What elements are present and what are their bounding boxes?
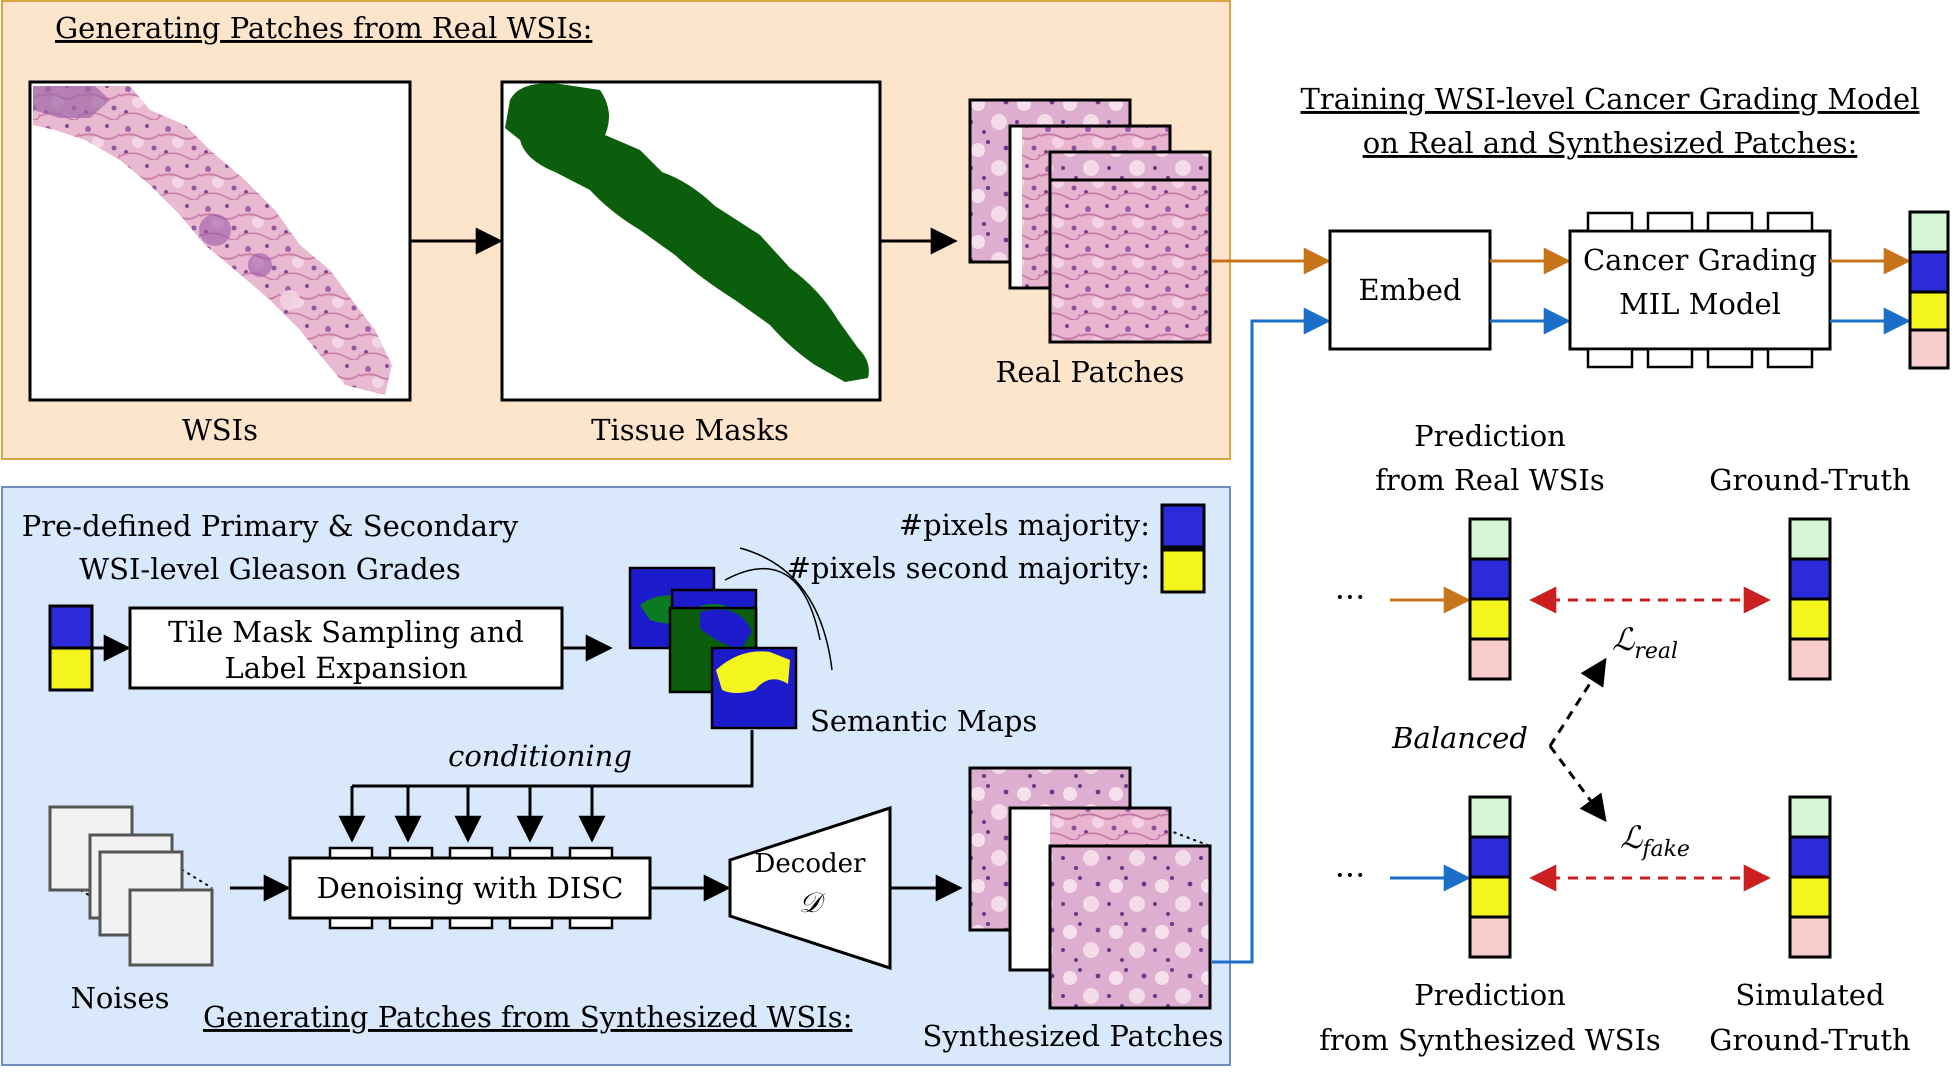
pred-synth-line2: from Synthesized WSIs: [1319, 1023, 1661, 1057]
model-output-vector: [1908, 210, 1950, 370]
wsi-label: WSIs: [182, 413, 258, 447]
real-section-title: Generating Patches from Real WSIs:: [55, 11, 592, 45]
conditioning-label: conditioning: [448, 739, 632, 773]
embed-box: [1328, 229, 1492, 351]
model-line2: MIL Model: [1619, 287, 1781, 321]
noises-stack: [48, 805, 214, 967]
second-majority-swatch: [1160, 548, 1206, 594]
synth-patches-label: Synthesized Patches: [923, 1019, 1224, 1053]
sampling-line1: Tile Mask Sampling and: [168, 615, 524, 649]
ellipsis-synth: ···: [1335, 856, 1366, 894]
pred-real-line1: Prediction: [1414, 419, 1566, 453]
tissue-mask-image: [500, 80, 882, 402]
training-title-line2: on Real and Synthesized Patches:: [1363, 126, 1858, 160]
pred-synth-vector: [1468, 795, 1512, 959]
real-patches-stack: [968, 98, 1212, 344]
synth-section-title: Generating Patches from Synthesized WSIs…: [203, 1000, 852, 1034]
tissue-mask-label: Tissue Masks: [591, 413, 789, 447]
gt-vector: [1788, 517, 1832, 681]
loss-fake-subscript: fake: [1640, 837, 1690, 862]
ellipsis-real: ···: [1335, 578, 1366, 616]
grades-label-line2: WSI-level Gleason Grades: [79, 552, 460, 586]
wsi-thumbnail: [28, 80, 412, 402]
noises-label: Noises: [70, 981, 169, 1015]
decoder-label: Decoder: [755, 849, 866, 879]
embed-label: Embed: [1359, 273, 1462, 307]
real-patches-label: Real Patches: [996, 355, 1185, 389]
pred-synth-line1: Prediction: [1414, 978, 1566, 1012]
balanced-to-fake-loss: [1548, 745, 1607, 823]
sim-gt-line2: Ground-Truth: [1709, 1023, 1910, 1057]
conditioning-line: [352, 730, 754, 788]
model-line1: Cancer Grading: [1583, 243, 1817, 277]
predefined-grades-vector: [48, 604, 94, 692]
sim-gt-vector: [1788, 795, 1832, 959]
gt-label: Ground-Truth: [1709, 463, 1910, 497]
loss-fake-symbol: ℒfake: [1620, 820, 1690, 862]
denoising-label: Denoising with DISC: [317, 871, 624, 905]
sim-gt-line1: Simulated: [1735, 978, 1884, 1012]
loss-real-subscript: real: [1634, 639, 1678, 664]
majority-swatch: [1160, 503, 1206, 549]
majority-label: #pixels majority:: [899, 508, 1150, 542]
synth-patches-stack: [968, 766, 1212, 1010]
pred-real-line2: from Real WSIs: [1375, 463, 1605, 497]
synth-flow-to-embed: [1212, 307, 1331, 964]
conditioning-arrows: [338, 786, 606, 843]
mil-model-block: [1568, 211, 1832, 369]
pred-real-vector: [1468, 517, 1512, 681]
balanced-to-real-loss: [1548, 657, 1607, 747]
grades-label-line1: Pre-defined Primary & Secondary: [22, 509, 519, 543]
sampling-line2: Label Expansion: [224, 651, 467, 685]
balanced-label: Balanced: [1391, 721, 1528, 755]
decoder-block: [728, 805, 892, 971]
training-title-line1: Training WSI-level Cancer Grading Model: [1301, 82, 1920, 116]
loss-real-symbol: ℒreal: [1612, 622, 1678, 664]
semantic-maps-stack: [628, 547, 833, 730]
semantic-maps-label: Semantic Maps: [810, 704, 1037, 738]
denoising-block: [288, 846, 652, 930]
tile-mask-sampling-box: [128, 606, 564, 690]
second-majority-label: #pixels second majority:: [787, 551, 1150, 585]
